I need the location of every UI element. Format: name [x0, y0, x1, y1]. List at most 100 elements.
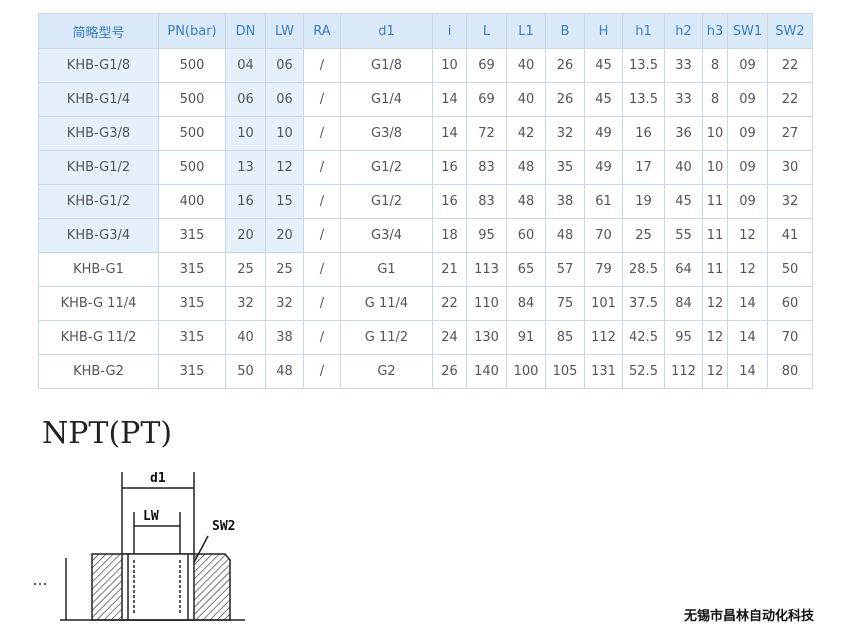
table-cell: 400	[158, 184, 226, 219]
table-cell: 48	[545, 218, 585, 253]
table-cell: 06	[225, 82, 266, 117]
table-cell: 19	[622, 184, 665, 219]
table-cell: 40	[506, 48, 546, 83]
header-cell: d1	[340, 13, 433, 49]
diagram: d1 LW SW2	[34, 471, 245, 621]
table-cell: 25	[225, 252, 266, 287]
company-name: 无锡市昌林自动化科技	[684, 609, 815, 624]
table-cell: /	[303, 48, 341, 83]
table-cell: 50	[767, 252, 813, 287]
table-cell: 69	[466, 82, 507, 117]
table-cell: 85	[545, 320, 585, 355]
table-cell: 10	[265, 116, 304, 151]
header-cell: H	[584, 13, 623, 49]
table-cell: 33	[664, 82, 703, 117]
header-cell: PN(bar)	[158, 13, 226, 49]
header-cell: h1	[622, 13, 665, 49]
table-cell: 40	[506, 82, 546, 117]
table-cell: 49	[584, 150, 623, 185]
header-cell: i	[432, 13, 467, 49]
table-cell: 69	[466, 48, 507, 83]
table-cell: KHB-G1/8	[38, 48, 159, 83]
table-cell: /	[303, 252, 341, 287]
table-cell: 10	[432, 48, 467, 83]
section-title: NPT(PT)	[42, 416, 173, 451]
table-cell: 315	[158, 252, 226, 287]
table-cell: 09	[727, 150, 768, 185]
table-cell: 112	[584, 320, 623, 355]
table-cell: 09	[727, 116, 768, 151]
table-row: KHB-G1/2 400 16 15/G1/2 16 83 48 38 61 19 45 11 09 32	[38, 184, 813, 219]
table-cell: 55	[664, 218, 703, 253]
table-cell: 100	[506, 354, 546, 389]
table-cell: 140	[466, 354, 507, 389]
table-cell: 14	[727, 354, 768, 389]
table-cell: 16	[225, 184, 266, 219]
table-cell: KHB-G 11/2	[38, 320, 159, 355]
table-cell: /	[303, 354, 341, 389]
header-cell: h3	[702, 13, 728, 49]
table-cell: 26	[545, 82, 585, 117]
table-cell: 500	[158, 150, 226, 185]
table-cell: 57	[545, 252, 585, 287]
table-cell: 16	[622, 116, 665, 151]
table-cell: 131	[584, 354, 623, 389]
table-cell: KHB-G1	[38, 252, 159, 287]
table-cell: /	[303, 184, 341, 219]
table-cell: 09	[727, 184, 768, 219]
table-cell: 20	[265, 218, 304, 253]
table-row: KHB-G2 315 50 48/G2 26 140 100 105 131 52.5 112 12 1…	[38, 354, 813, 389]
table-cell: 36	[664, 116, 703, 151]
table-cell: 12	[702, 354, 728, 389]
table-cell: 10	[702, 150, 728, 185]
table-cell: 33	[664, 48, 703, 83]
table-cell: 18	[432, 218, 467, 253]
table-cell: 49	[584, 116, 623, 151]
table-cell: 11	[702, 218, 728, 253]
table-cell: 40	[664, 150, 703, 185]
table-cell: 48	[506, 150, 546, 185]
table-row: KHB-G 11/4 315 32 32/G 11/4 22 110 84 75 101 37.5…	[38, 286, 813, 321]
table-cell: 45	[664, 184, 703, 219]
table-cell: 105	[545, 354, 585, 389]
table-cell: G2	[340, 354, 433, 389]
table-cell: /	[303, 82, 341, 117]
table-cell: 40	[225, 320, 266, 355]
table-cell: 8	[702, 48, 728, 83]
table-cell: KHB-G2	[38, 354, 159, 389]
table-cell: 500	[158, 116, 226, 151]
table-cell: 25	[265, 252, 304, 287]
table-cell: 12	[727, 252, 768, 287]
table-cell: 500	[158, 48, 226, 83]
table-cell: 113	[466, 252, 507, 287]
table-cell: 27	[767, 116, 813, 151]
table-cell: 11	[702, 252, 728, 287]
table-cell: 28.5	[622, 252, 665, 287]
table-cell: 42	[506, 116, 546, 151]
table-cell: /	[303, 320, 341, 355]
table-cell: 06	[265, 82, 304, 117]
table-cell: 52.5	[622, 354, 665, 389]
table-cell: 80	[767, 354, 813, 389]
table-cell: 14	[727, 320, 768, 355]
header-cell: L1	[506, 13, 546, 49]
table-cell: KHB-G3/4	[38, 218, 159, 253]
table-cell: 12	[702, 286, 728, 321]
header-cell: h2	[664, 13, 703, 49]
table-cell: 17	[622, 150, 665, 185]
table-cell: 72	[466, 116, 507, 151]
table-cell: /	[303, 218, 341, 253]
table-cell: 11	[702, 184, 728, 219]
table-cell: 16	[432, 150, 467, 185]
table-cell: 22	[432, 286, 467, 321]
table-cell: 26	[545, 48, 585, 83]
table-cell: KHB-G 11/4	[38, 286, 159, 321]
table-cell: KHB-G1/4	[38, 82, 159, 117]
table-cell: KHB-G1/2	[38, 150, 159, 185]
table-cell: 45	[584, 48, 623, 83]
header-cell: 简略型号	[38, 13, 159, 49]
table-row: KHB-G1/8 500 04 06/G1/8 10 69 40 26 45 13.5 33 8 09 2…	[38, 48, 813, 83]
diagram-label: LW	[143, 509, 159, 524]
table-cell: 41	[767, 218, 813, 253]
table-cell: G1/2	[340, 184, 433, 219]
